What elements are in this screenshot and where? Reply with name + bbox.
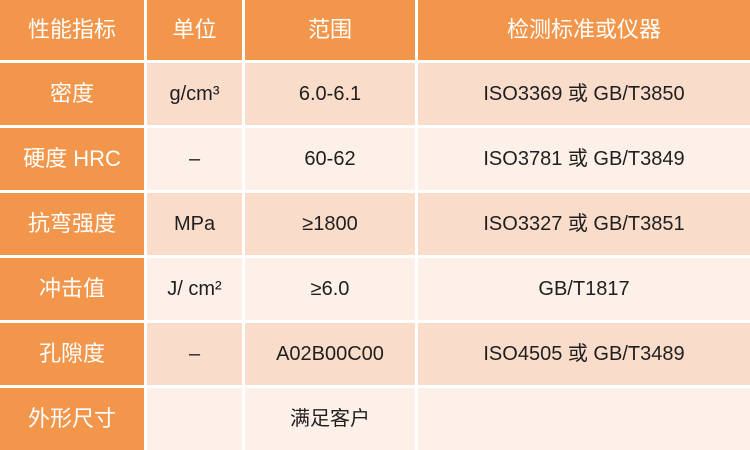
range-cell-bending-strength: ≥1800	[245, 193, 415, 255]
standard-cell-hardness: ISO3781 或 GB/T3849	[418, 128, 750, 190]
row-header-hardness: 硬度 HRC	[0, 128, 144, 190]
range-cell-porosity: A02B00C00	[245, 323, 415, 385]
unit-cell-density: g/cm³	[147, 63, 242, 125]
header-cell-range: 范围	[245, 0, 415, 60]
row-header-impact-value: 冲击值	[0, 258, 144, 320]
range-cell-dimensions: 满足客户	[245, 388, 415, 450]
header-cell-property: 性能指标	[0, 0, 144, 60]
range-cell-impact-value: ≥6.0	[245, 258, 415, 320]
row-header-porosity: 孔隙度	[0, 323, 144, 385]
row-header-density: 密度	[0, 63, 144, 125]
range-cell-hardness: 60-62	[245, 128, 415, 190]
standard-cell-bending-strength: ISO3327 或 GB/T3851	[418, 193, 750, 255]
unit-cell-bending-strength: MPa	[147, 193, 242, 255]
unit-cell-impact-value: J/ cm²	[147, 258, 242, 320]
standard-cell-dimensions	[418, 388, 750, 450]
row-header-dimensions: 外形尺寸	[0, 388, 144, 450]
header-cell-unit: 单位	[147, 0, 242, 60]
standard-cell-impact-value: GB/T1817	[418, 258, 750, 320]
unit-cell-hardness: –	[147, 128, 242, 190]
row-header-bending-strength: 抗弯强度	[0, 193, 144, 255]
standard-cell-porosity: ISO4505 或 GB/T3489	[418, 323, 750, 385]
header-cell-standard: 检测标准或仪器	[418, 0, 750, 60]
unit-cell-porosity: –	[147, 323, 242, 385]
standard-cell-density: ISO3369 或 GB/T3850	[418, 63, 750, 125]
unit-cell-dimensions	[147, 388, 242, 450]
range-cell-density: 6.0-6.1	[245, 63, 415, 125]
